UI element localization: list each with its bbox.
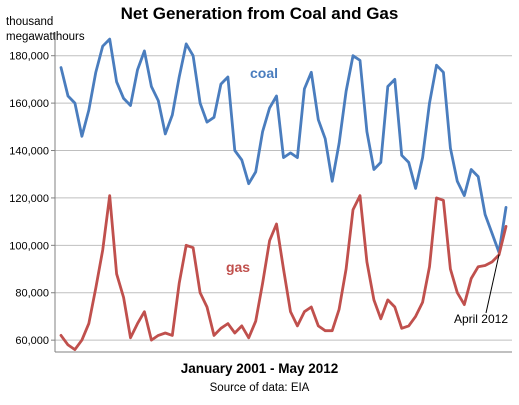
y-tick-label: 60,000 xyxy=(15,335,49,347)
annotation-leader xyxy=(485,254,500,314)
series-label-gas: gas xyxy=(226,259,250,275)
y-tick-label: 120,000 xyxy=(9,193,49,205)
series-line-gas xyxy=(59,194,508,352)
y-tick-label: 160,000 xyxy=(9,98,49,110)
y-tick-label: 80,000 xyxy=(15,288,49,300)
y-tick-label: 100,000 xyxy=(9,240,49,252)
source-note: Source of data: EIA xyxy=(209,382,310,394)
y-tick-label: 180,000 xyxy=(9,51,49,63)
series-line-coal xyxy=(59,37,508,254)
chart-title: Net Generation from Coal and Gas xyxy=(120,4,399,23)
series-label-coal: coal xyxy=(250,65,278,81)
annotation-april-2012: April 2012 xyxy=(454,312,508,326)
x-axis-label: January 2001 - May 2012 xyxy=(180,361,339,376)
y-axis-unit-label: thousand megawatthours xyxy=(6,15,85,45)
y-axis-unit-line1: thousand xyxy=(6,16,54,28)
y-tick-label: 140,000 xyxy=(9,146,49,158)
y-axis-unit-line2: megawatthours xyxy=(6,31,85,43)
